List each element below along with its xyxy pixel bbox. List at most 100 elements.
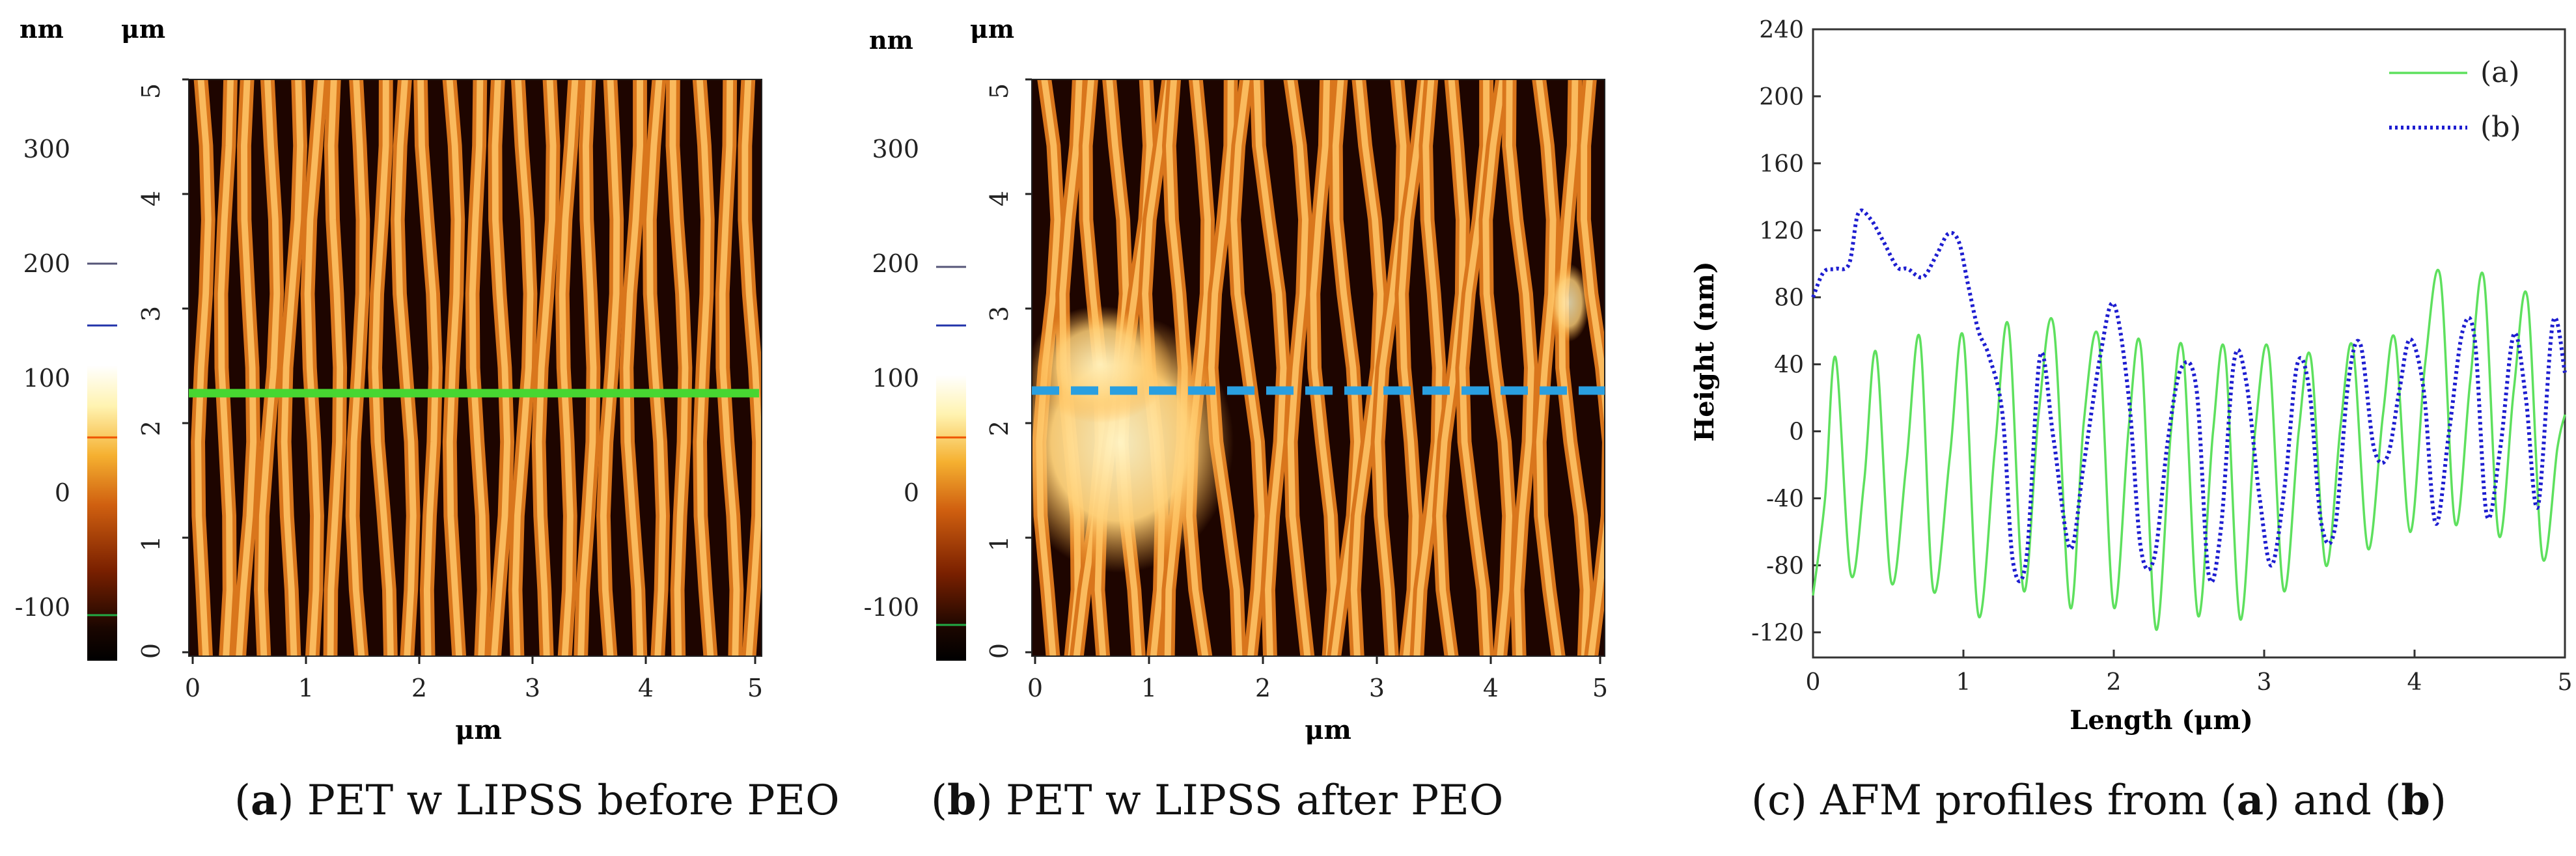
lipss-ridge-highlight: [741, 79, 762, 656]
caption-text: ): [1790, 777, 1821, 825]
colorbar-ticks: 300 200 100 0 -100: [864, 135, 919, 622]
colorbar-unit-label: nm: [20, 14, 64, 44]
colorbar-ticks: 300 200 100 0 -100: [15, 135, 70, 622]
lipss-ridge-highlight: [600, 79, 620, 656]
y-tick-label: -80: [1766, 553, 1804, 579]
y-axis-ticks: 5 4 3 2 1 0: [137, 83, 165, 659]
x-tick: 3: [525, 674, 540, 702]
caption-c: (c) AFM profiles from (a) and (b): [1751, 776, 2446, 825]
y-tick: 2: [137, 421, 165, 436]
lipss-ridge-highlight: [469, 79, 488, 656]
caption-ref-a: a: [2236, 776, 2264, 825]
series-line-a: [1812, 268, 2566, 631]
y-tick: 3: [137, 306, 165, 322]
x-tick: 4: [638, 674, 654, 702]
lipss-stripes: [191, 79, 762, 656]
x-axis-label: Length (μm): [2070, 705, 2253, 736]
x-tick-label: 5: [2558, 669, 2573, 696]
y-axis-tick-marks: [1025, 78, 1032, 654]
x-tick: 1: [298, 674, 314, 702]
lipss-ridge-highlight: [1536, 79, 1562, 656]
x-tick: 4: [1483, 674, 1499, 702]
colorbar-tick: 100: [872, 364, 919, 393]
colorbar-tick: 200: [23, 249, 70, 278]
caption-a: (a) PET w LIPSS before PEO: [234, 776, 840, 825]
caption-text: PET w LIPSS before PEO: [307, 777, 840, 825]
x-tick: 3: [1369, 674, 1385, 702]
y-axis-tick-marks: [182, 78, 189, 654]
lipss-ridge-highlight: [1253, 79, 1287, 656]
caption-b: (b) PET w LIPSS after PEO: [931, 776, 1504, 825]
lipss-ridge-highlight: [491, 79, 511, 656]
y-axis-ticks: 5 4 3 2 1 0: [985, 83, 1014, 659]
caption-letter: a: [250, 776, 278, 825]
colorbar-tick: 200: [872, 249, 919, 278]
colorbar-unit-label: nm: [869, 25, 913, 55]
y-tick: 4: [985, 191, 1014, 206]
caption-text: (: [1751, 777, 1767, 825]
x-tick: 0: [185, 674, 201, 702]
lipss-ridge-highlight: [304, 79, 325, 656]
afm-image-b: [1032, 79, 1605, 656]
lipss-ridge-highlight: [417, 79, 439, 656]
y-tick: 0: [137, 643, 165, 659]
y-tick: 4: [137, 191, 165, 206]
figure-canvas: nm μm 300 200 100 0 -100 5 4 3 2 1 0: [15, 14, 2573, 745]
caption-text: PET w LIPSS after PEO: [1006, 777, 1504, 825]
y-tick-label: 240: [1759, 17, 1804, 44]
lipss-ridge-highlight: [623, 79, 644, 656]
x-axis-tick-marks: [191, 656, 756, 664]
lipss-ridge-highlight: [646, 79, 667, 656]
y-axis-ticks: -120 -80 -40 0 40 80 120 160 200 240: [1751, 17, 1821, 646]
y-tick-label: 80: [1774, 285, 1804, 312]
x-axis-ticks: 0 1 2 3 4 5: [1806, 650, 2573, 696]
x-axis-unit-label: μm: [455, 715, 502, 745]
lipss-ridge-highlight: [236, 79, 257, 656]
lipss-ridge-highlight: [1374, 79, 1407, 656]
x-axis-ticks: 0 1 2 3 4 5: [1027, 674, 1608, 702]
colorbar-tick: 0: [904, 478, 919, 507]
y-tick-label: 40: [1774, 352, 1804, 379]
lipss-ridge-highlight: [1230, 79, 1265, 656]
colorbar-tick: 0: [55, 478, 70, 507]
y-tick: 1: [137, 536, 165, 551]
colorbar-tick: -100: [15, 593, 70, 622]
x-tick: 2: [1255, 674, 1271, 702]
caption-text: ) and (: [2264, 777, 2402, 825]
x-tick-label: 0: [1806, 669, 1821, 696]
y-tick: 3: [985, 306, 1014, 322]
afm-image-frame: [1031, 79, 1605, 657]
lipss-ridge-highlight: [559, 79, 579, 656]
caption-letter: b: [947, 776, 976, 825]
y-tick: 0: [985, 643, 1014, 659]
y-tick-label: -40: [1766, 486, 1804, 513]
y-axis-label: Height (nm): [1689, 261, 1720, 441]
lipss-ridge-highlight: [1398, 79, 1428, 656]
x-tick: 0: [1027, 674, 1043, 702]
y-tick-label: 120: [1759, 218, 1804, 245]
colorbar-tick: 100: [23, 364, 70, 393]
caption-text: AFM profiles from (: [1820, 777, 2237, 825]
lipss-ridge-highlight: [512, 79, 534, 656]
legend-label: (b): [2480, 111, 2521, 144]
x-axis-unit-label: μm: [1305, 715, 1351, 745]
series-line-b: [1811, 208, 2567, 585]
lipss-ridge-highlight: [577, 79, 597, 656]
lipss-ridge-highlight: [195, 79, 212, 656]
x-tick: 5: [747, 674, 763, 702]
colorbar-tick: 300: [872, 135, 919, 163]
y-axis-unit-label: μm: [970, 14, 1014, 44]
lipss-ridge-highlight: [327, 79, 344, 656]
x-tick: 2: [411, 674, 427, 702]
lipss-ridge-highlight: [1435, 79, 1466, 656]
x-tick-label: 1: [1956, 669, 1971, 696]
plot-frame: [1812, 28, 2566, 659]
y-tick: 1: [985, 536, 1014, 551]
lipss-ridge-highlight: [372, 79, 394, 656]
lipss-ridge-highlight: [1581, 79, 1605, 656]
y-tick-label: 200: [1759, 84, 1804, 111]
y-tick-label: -120: [1751, 620, 1804, 646]
afm-image-frame: [188, 79, 762, 657]
lipss-ridge-highlight: [1310, 79, 1337, 656]
